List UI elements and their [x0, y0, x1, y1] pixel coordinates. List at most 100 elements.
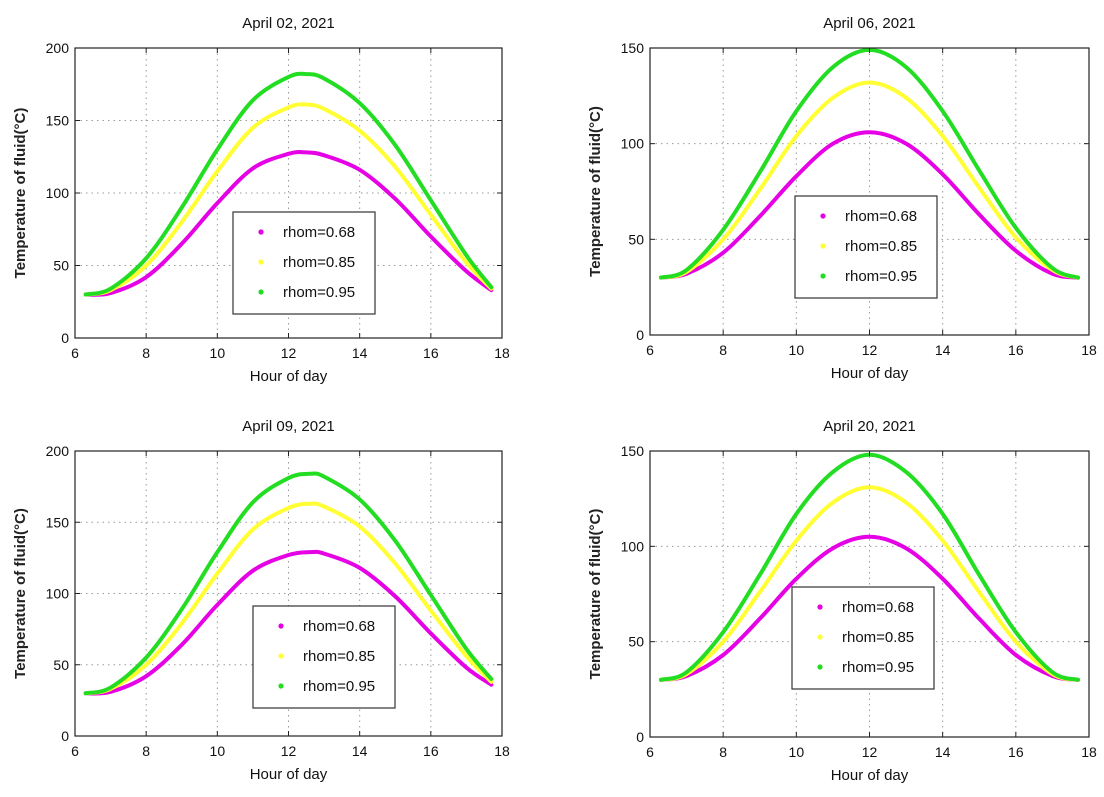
legend-entry-label: rhom=0.95 — [303, 678, 375, 695]
y-axis-label: Temperature of fluid(°C) — [587, 509, 604, 680]
x-axis-label: Hour of day — [831, 767, 909, 784]
series-line-rhom-0-85 — [83, 102, 494, 297]
legend-entry-label: rhom=0.85 — [842, 629, 914, 646]
x-axis-label: Hour of day — [250, 766, 328, 783]
y-tick-label: 100 — [621, 136, 645, 152]
series-line-rhom-0-68 — [658, 130, 1081, 280]
legend-marker — [817, 634, 823, 640]
y-tick-label: 150 — [621, 443, 645, 459]
y-tick-label: 100 — [46, 185, 70, 201]
chart-svg: 6 8 10 12 14 16 18 0 50 100 150 200 April 02, 2021 Ho… — [12, 15, 510, 385]
chart-title: April 02, 2021 — [242, 15, 335, 32]
x-tick-label: 8 — [719, 342, 727, 358]
chart-title: April 06, 2021 — [823, 15, 916, 32]
legend-box — [791, 586, 935, 690]
legend-marker — [820, 273, 826, 279]
legend: rhom=0.68 rhom=0.85 rhom=0.95 — [252, 605, 396, 709]
chart-svg: 6 8 10 12 14 16 18 0 50 100 150 April 20, 2021 Hour … — [587, 418, 1097, 784]
legend-box — [252, 605, 396, 709]
x-axis-label: Hour of day — [250, 368, 328, 385]
legend-marker — [820, 243, 826, 249]
series-line-rhom-0-95 — [83, 471, 494, 696]
legend-box — [794, 195, 938, 299]
x-tick-label: 16 — [423, 743, 439, 759]
y-tick-label: 0 — [636, 729, 644, 745]
legend-marker — [258, 259, 264, 265]
series-line-rhom-0-68 — [658, 534, 1081, 682]
y-tick-label: 100 — [46, 586, 70, 602]
y-tick-label: 0 — [61, 728, 69, 744]
y-tick-label: 0 — [61, 330, 69, 346]
legend-entry-label: rhom=0.68 — [303, 618, 375, 635]
series-line-rhom-0-85 — [83, 501, 494, 696]
chart-panel-april-06: 6 8 10 12 14 16 18 0 50 100 150 April 06, 2021 Hour … — [552, 0, 1104, 398]
series-line-rhom-0-68 — [83, 549, 494, 696]
x-tick-label: 12 — [862, 342, 878, 358]
legend-marker — [278, 653, 284, 659]
x-tick-label: 10 — [789, 744, 805, 760]
legend: rhom=0.68 rhom=0.85 rhom=0.95 — [794, 195, 938, 299]
chart-panel-april-20: 6 8 10 12 14 16 18 0 50 100 150 April 20, 2021 Hour … — [552, 398, 1104, 797]
chart-title: April 20, 2021 — [823, 418, 916, 435]
x-tick-label: 14 — [935, 342, 951, 358]
y-tick-label: 150 — [46, 113, 70, 129]
x-tick-label: 6 — [71, 743, 79, 759]
y-tick-label: 50 — [628, 231, 644, 247]
x-tick-label: 16 — [1008, 744, 1024, 760]
x-tick-label: 18 — [1081, 342, 1097, 358]
series-line-rhom-0-85 — [658, 485, 1081, 682]
legend-entry-label: rhom=0.68 — [283, 224, 355, 241]
legend-entry-label: rhom=0.95 — [845, 268, 917, 285]
y-axis-label: Temperature of fluid(°C) — [12, 108, 29, 279]
legend-entry-label: rhom=0.95 — [283, 284, 355, 301]
legend-marker — [278, 683, 284, 689]
legend-marker — [817, 664, 823, 670]
legend-marker — [278, 623, 284, 629]
chart-title: April 09, 2021 — [242, 418, 335, 435]
series-line-rhom-0-85 — [658, 80, 1081, 280]
x-tick-label: 12 — [281, 345, 297, 361]
legend-entry-label: rhom=0.85 — [303, 648, 375, 665]
legend-marker — [258, 229, 264, 235]
chart-panel-april-09: 6 8 10 12 14 16 18 0 50 100 150 200 April 09, 2021 Ho… — [0, 398, 552, 797]
x-tick-label: 18 — [1081, 744, 1097, 760]
series-line-rhom-0-68 — [83, 150, 494, 297]
y-tick-label: 50 — [53, 657, 69, 673]
x-tick-label: 12 — [281, 743, 297, 759]
x-tick-label: 14 — [352, 345, 368, 361]
y-tick-label: 100 — [621, 538, 645, 554]
legend: rhom=0.68 rhom=0.85 rhom=0.95 — [232, 211, 376, 315]
legend-marker — [820, 213, 826, 219]
legend-marker — [817, 604, 823, 610]
x-axis-label: Hour of day — [831, 365, 909, 382]
chart-svg: 6 8 10 12 14 16 18 0 50 100 150 200 April 09, 2021 Ho… — [12, 418, 510, 783]
y-tick-label: 50 — [628, 634, 644, 650]
x-tick-label: 8 — [719, 744, 727, 760]
y-tick-label: 0 — [636, 327, 644, 343]
x-tick-label: 14 — [352, 743, 368, 759]
x-tick-label: 10 — [210, 743, 226, 759]
x-tick-label: 6 — [646, 342, 654, 358]
x-tick-label: 6 — [71, 345, 79, 361]
y-tick-label: 200 — [46, 40, 70, 56]
x-tick-label: 6 — [646, 744, 654, 760]
x-tick-label: 8 — [142, 345, 150, 361]
y-axis-label: Temperature of fluid(°C) — [12, 508, 29, 679]
x-tick-label: 16 — [423, 345, 439, 361]
y-tick-label: 50 — [53, 258, 69, 274]
legend-entry-label: rhom=0.95 — [842, 659, 914, 676]
legend-entry-label: rhom=0.68 — [845, 208, 917, 225]
legend-entry-label: rhom=0.68 — [842, 599, 914, 616]
x-tick-label: 10 — [789, 342, 805, 358]
x-tick-label: 16 — [1008, 342, 1024, 358]
x-tick-label: 18 — [494, 345, 510, 361]
y-tick-label: 200 — [46, 443, 70, 459]
chart-svg: 6 8 10 12 14 16 18 0 50 100 150 April 06, 2021 Hour … — [587, 15, 1097, 382]
legend-entry-label: rhom=0.85 — [283, 254, 355, 271]
x-tick-label: 18 — [494, 743, 510, 759]
y-axis-label: Temperature of fluid(°C) — [587, 106, 604, 277]
x-tick-label: 12 — [862, 744, 878, 760]
series-line-rhom-0-95 — [83, 71, 494, 297]
x-tick-label: 8 — [142, 743, 150, 759]
